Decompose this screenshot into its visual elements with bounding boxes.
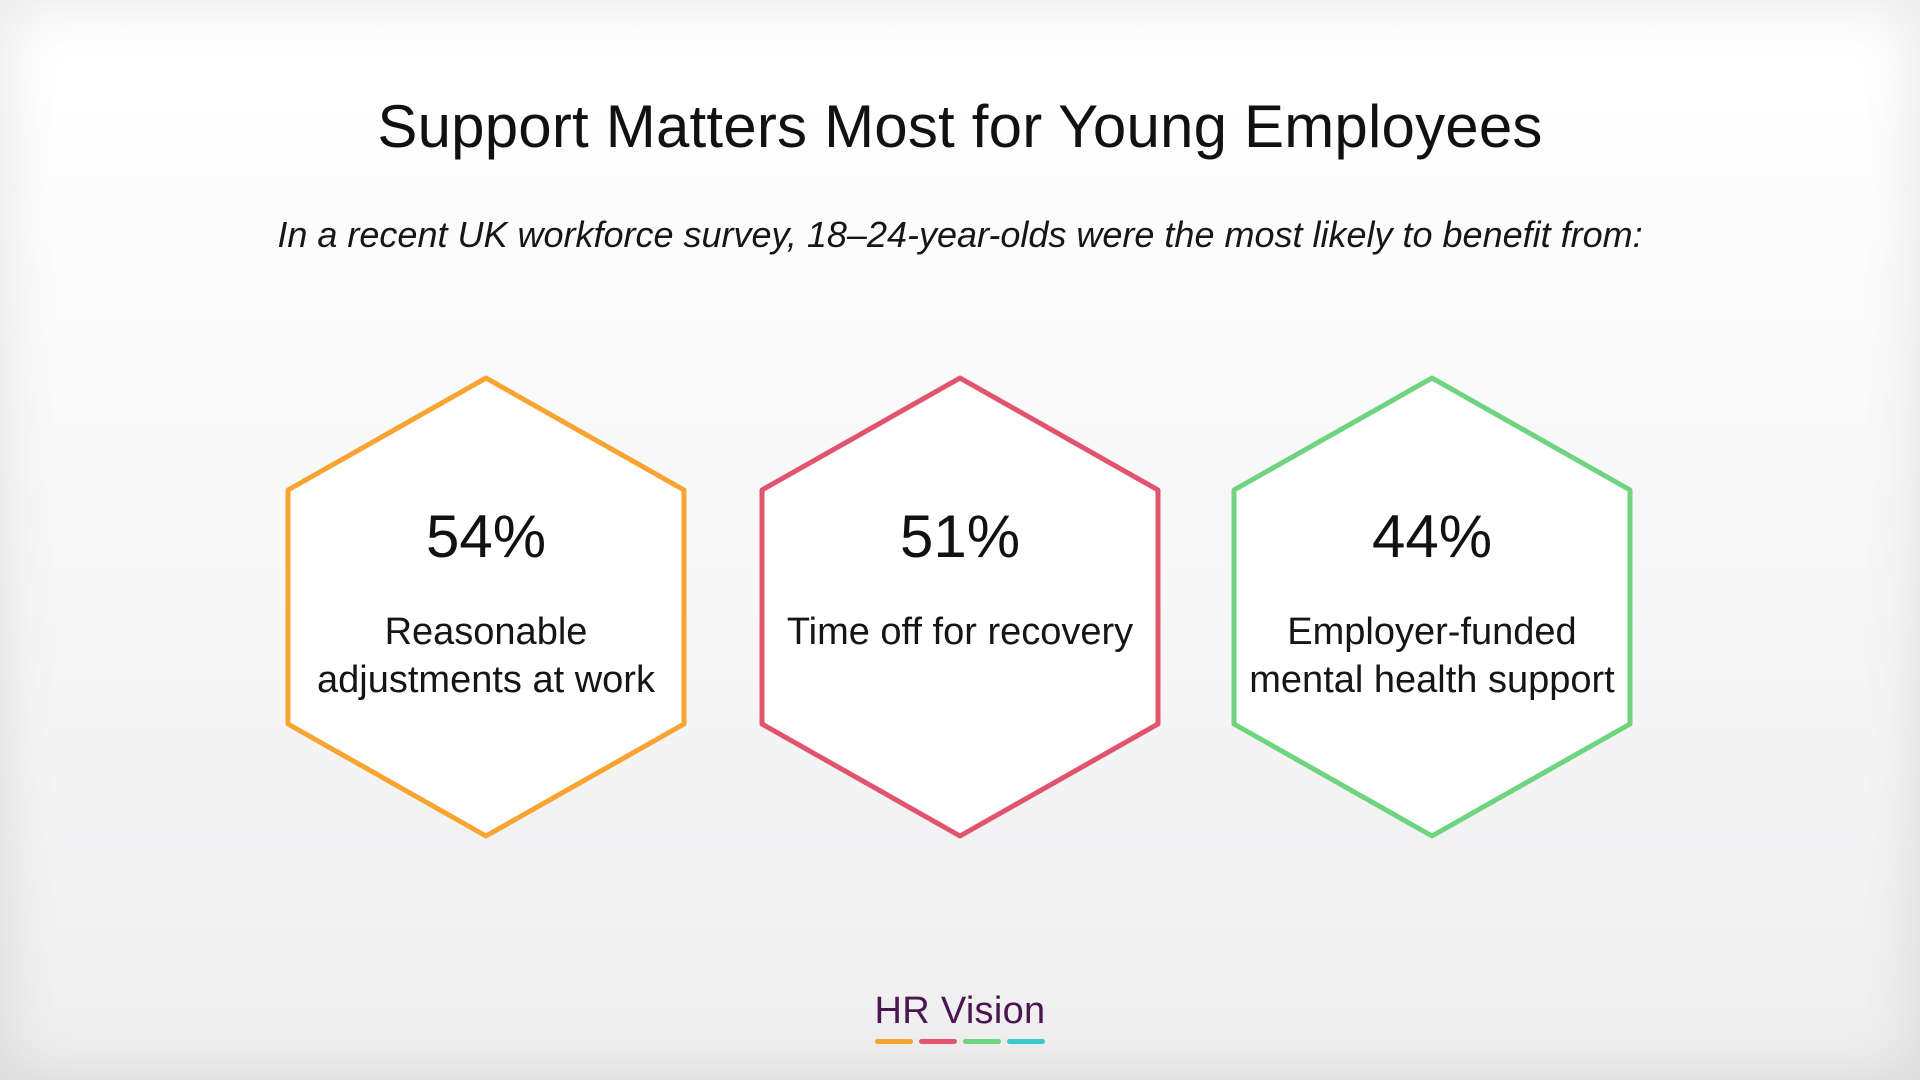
hexagon-outline	[285, 375, 687, 839]
brand-bar	[875, 1039, 913, 1044]
stat-label-line: Employer-funded	[1287, 611, 1577, 653]
stat-label: Time off for recovery	[750, 608, 1170, 656]
stat-label: Employer-funded mental health support	[1222, 608, 1642, 704]
stat-label-line: Time off for recovery	[786, 611, 1134, 653]
page-title: Support Matters Most for Young Employees	[377, 93, 1543, 160]
stat-label-line: mental health support	[1249, 659, 1615, 701]
brand-color-bars	[0, 1039, 1920, 1044]
brand-logo: HR Vision	[0, 990, 1920, 1044]
stat-label-line: Reasonable	[384, 611, 588, 653]
stat-hexagon-time-off: 51% Time off for recovery	[750, 372, 1170, 842]
brand-logo-text: HR Vision	[874, 990, 1046, 1032]
stat-value: 44%	[1371, 503, 1493, 570]
stat-label-line: adjustments at work	[317, 659, 655, 701]
stat-value: 54%	[425, 503, 547, 570]
brand-bar	[919, 1039, 957, 1044]
stat-label: Reasonable adjustments at work	[276, 608, 696, 704]
brand-bar	[963, 1039, 1001, 1044]
stat-hexagon-adjustments: 54% Reasonable adjustments at work	[276, 372, 696, 842]
hexagon-outline	[1231, 375, 1633, 839]
stat-value: 51%	[899, 503, 1021, 570]
brand-bar	[1007, 1039, 1045, 1044]
stat-hexagon-mental-health: 44% Employer-funded mental health suppor…	[1222, 372, 1642, 842]
hexagon-outline	[759, 375, 1161, 839]
page-subtitle: In a recent UK workforce survey, 18–24-y…	[277, 214, 1643, 255]
